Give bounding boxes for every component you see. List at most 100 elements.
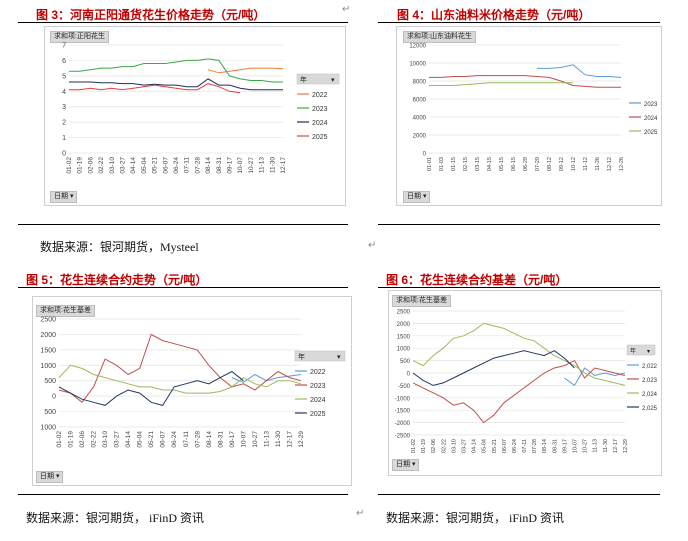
figure-3-date-button[interactable]: 日期 ▾ [50, 191, 78, 203]
series-line-2,022 [564, 367, 626, 387]
source-note-f5: 数据来源：银河期货， iFinD 资讯 [26, 511, 205, 525]
x-tick-label: 02-06 [87, 157, 94, 174]
y-tick-label: -1500 [395, 409, 411, 415]
y-tick-label: 2000 [397, 322, 411, 328]
x-tick-label: 09-12 [559, 157, 565, 171]
y-tick-label: -2000 [395, 421, 411, 427]
figure-4-date-button[interactable]: 日期 ▾ [403, 191, 431, 203]
rule-f6-bottom [378, 494, 660, 495]
figure-6-chart: -2500 -2000 -1500 -1000 -500 0 500 1000 1500 2000… [395, 310, 658, 454]
x-tick-label: 05-04 [141, 157, 148, 174]
rule-f6-top [378, 287, 660, 288]
y-tick-label: 5 [62, 73, 66, 80]
x-tick-label: 04-14 [125, 431, 132, 448]
series-line-2,024 [412, 322, 626, 386]
chevron-down-icon: ▾ [647, 349, 650, 355]
rule-mid-left [18, 224, 348, 225]
x-tick-label: 09-17 [229, 431, 236, 448]
x-tick-label: 08-14 [542, 439, 548, 453]
legend-entry: 2023 [312, 106, 328, 113]
figure-5-date-button[interactable]: 日期 ▾ [36, 471, 64, 483]
legend-entry: 2022 [312, 92, 328, 99]
series-line-2023 [58, 333, 302, 404]
x-tick-label: 01-02 [56, 431, 63, 448]
figure-5-field-label: 求和项:花生基差 [36, 305, 95, 317]
series-line-2,025 [412, 350, 575, 386]
legend-entry: 2,022 [642, 364, 658, 370]
source-note-top: 数据来源：银河期货，Mysteel [40, 240, 199, 254]
figure-6-date-button[interactable]: 日期 ▾ [392, 459, 420, 471]
x-tick-label: 08-14 [205, 157, 212, 174]
x-tick-label: 09-17 [562, 439, 568, 453]
y-tick-label: 3 [62, 104, 66, 111]
x-tick-label: 07-29 [535, 157, 541, 171]
x-tick-label: 06-29 [523, 157, 529, 171]
y-tick-label: 8000 [413, 80, 427, 86]
chevron-down-icon: ▾ [331, 77, 335, 84]
x-tick-label: 01-15 [451, 157, 457, 171]
x-tick-label: 03-10 [102, 431, 109, 448]
paragraph-mark-icon: ↵ [368, 240, 377, 251]
x-tick-label: 08-31 [216, 157, 223, 174]
x-tick-label: 01-19 [68, 431, 75, 448]
y-tick-label: 500 [44, 409, 56, 416]
x-tick-label: 01-19 [421, 439, 427, 453]
y-tick-label: 6000 [413, 98, 427, 104]
series-line-2024 [429, 75, 621, 88]
y-tick-label: 0 [423, 152, 427, 158]
x-tick-label: 10-07 [573, 439, 579, 453]
figure-5-title: 图 5：花生连续合约走势（元/吨） [26, 273, 208, 287]
x-tick-label: 02-22 [441, 439, 447, 453]
x-tick-label: 09-17 [227, 157, 234, 174]
x-tick-label: 03-27 [461, 439, 467, 453]
y-tick-label: 12000 [409, 44, 426, 50]
x-tick-label: 05-21 [152, 157, 159, 174]
x-tick-label: 11-30 [269, 157, 276, 174]
x-tick-label: 02-06 [79, 431, 86, 448]
rule-f5-bottom [18, 494, 348, 495]
legend-entry: 2,024 [642, 392, 658, 398]
y-tick-label: 0 [407, 372, 411, 378]
y-tick-label: 6 [62, 58, 66, 65]
legend-entry: 2025 [644, 130, 658, 136]
x-tick-label: 03-15 [475, 157, 481, 171]
series-line-2025 [429, 82, 573, 86]
y-tick-label: 1000 [397, 347, 411, 353]
x-tick-label: 11-26 [595, 157, 601, 171]
series-line-2024 [58, 364, 302, 394]
y-tick-label: -1000 [395, 396, 411, 402]
legend-entry: 2024 [312, 120, 328, 127]
chevron-down-icon: ▾ [337, 354, 341, 361]
legend-header-label: 年 [298, 352, 305, 361]
source-note-f6: 数据来源：银河期货， iFinD 资讯 [386, 511, 565, 525]
x-tick-label: 03-27 [114, 431, 121, 448]
x-tick-label: 12-12 [607, 157, 613, 171]
figure-4-panel: 求和项:山东油料花生 0 2000 4000 6000 8000 10000 12000 01… [396, 26, 662, 206]
x-tick-label: 08-14 [206, 431, 213, 448]
figure-6-panel: 求和项:花生基差 -2500 -2000 -1500 -1000 -500 0 500 100… [388, 290, 662, 476]
legend-header [294, 350, 346, 362]
series-line-2024 [69, 78, 283, 91]
legend-entry: 2024 [644, 116, 658, 122]
x-tick-label: 12-17 [286, 431, 293, 448]
legend-entry: 2025 [310, 411, 326, 418]
x-tick-label: 07-28 [194, 431, 201, 448]
x-tick-label: 06-07 [162, 157, 169, 174]
x-tick-label: 08-31 [217, 431, 224, 448]
figure-6-title: 图 6：花生连续合约基差（元/吨） [386, 273, 568, 287]
x-tick-label: 11-30 [275, 431, 282, 448]
y-tick-label: 2000 [40, 332, 56, 339]
x-tick-label: 07-28 [194, 157, 201, 174]
paragraph-mark-icon: ↵ [356, 508, 365, 519]
figure-4-field-label: 求和项:山东油料花生 [403, 31, 476, 43]
series-line-2,023 [412, 359, 626, 424]
legend-entry: 2024 [310, 397, 326, 404]
x-tick-label: 04-15 [487, 157, 493, 171]
figure-3-chart: 0 1 2 3 4 5 6 7 01-02 01-19 02-06 02-22 03-10 03-27 04… [62, 43, 340, 174]
x-tick-label: 10-27 [583, 439, 589, 453]
figure-6-field-label: 求和项:花生基差 [392, 295, 451, 307]
x-tick-label: 12-17 [613, 439, 619, 453]
rule-mid-right [378, 224, 660, 225]
y-tick-label: 4000 [413, 116, 427, 122]
x-tick-label: 04-14 [472, 439, 478, 453]
